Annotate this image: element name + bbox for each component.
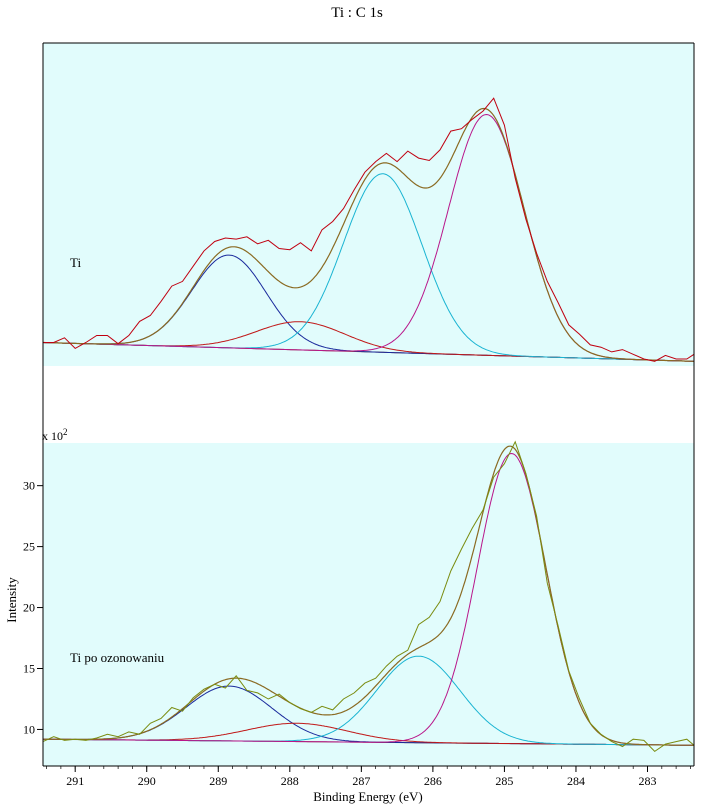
y-ticks: 10 15 20 25 30: [23, 479, 43, 736]
raw-data-line: [43, 97, 695, 362]
fit-envelope: [43, 445, 694, 746]
x-tick-label: 284: [567, 774, 585, 788]
raw-data-line: [42, 440, 695, 753]
plot-background-ti-po-ozonowaniu: [43, 443, 694, 766]
series-label-ti-po-ozonowaniu: Ti po ozonowaniu: [70, 650, 165, 665]
y-multiplier-label: x 102: [42, 427, 68, 443]
y-tick-label: 15: [23, 661, 35, 675]
y-tick-label: 30: [23, 479, 35, 493]
y-axis-label: Intensity: [4, 577, 19, 623]
x-tick-label: 288: [281, 774, 299, 788]
x-axis-label: Binding Energy (eV): [313, 789, 423, 804]
x-tick-label: 291: [66, 774, 84, 788]
x-tick-label: 287: [352, 774, 370, 788]
x-tick-label: 283: [639, 774, 657, 788]
x-tick-label: 289: [209, 774, 227, 788]
panel-ti-po-ozonowaniu: Ti po ozonowaniu: [42, 440, 695, 766]
series-label-ti: Ti: [70, 255, 81, 270]
y-tick-label: 25: [23, 540, 35, 554]
axes: 291 290 289 288 287 286 285 284 283 10 15 20 25 30 x…: [4, 42, 695, 804]
panel-ti: Ti: [42, 43, 695, 366]
fit-envelope: [43, 107, 694, 362]
x-ticks: 291 290 289 288 287 286 285 284 283: [46, 766, 691, 788]
plot-background-ti: [43, 43, 694, 366]
chart-title: Ti : C 1s: [331, 5, 383, 21]
x-tick-label: 290: [138, 774, 156, 788]
x-tick-label: 285: [495, 774, 513, 788]
y-tick-label: 20: [23, 601, 35, 615]
x-tick-label: 286: [424, 774, 442, 788]
fit-curves-ti-po-ozonowaniu: [42, 440, 695, 753]
fit-curves-ti: [42, 97, 695, 362]
y-tick-label: 10: [23, 722, 35, 736]
